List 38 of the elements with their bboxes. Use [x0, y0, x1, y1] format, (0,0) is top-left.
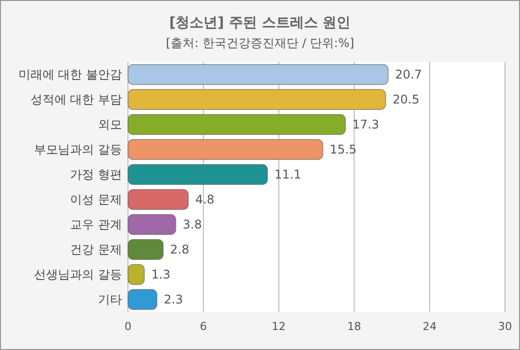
x-tick-label: 6 — [200, 320, 207, 333]
bar — [128, 64, 389, 85]
y-tick-label: 미래에 대한 불안감 — [18, 68, 122, 82]
y-tick-label: 교우 관계 — [70, 218, 122, 232]
y-tick-label: 건강 문제 — [70, 242, 122, 256]
y-tick-label: 외모 — [98, 118, 122, 132]
data-label: 2.8 — [170, 242, 190, 256]
bar — [128, 164, 268, 185]
data-label: 11.1 — [274, 168, 302, 182]
x-tick-label: 24 — [422, 320, 437, 333]
bar — [128, 89, 386, 110]
data-label: 15.5 — [330, 142, 356, 156]
chart-subtitle: [출처: 한국건강증진재단 / 단위:%] — [166, 36, 354, 50]
x-tick-label: 12 — [272, 320, 286, 333]
data-label: 20.5 — [392, 92, 420, 106]
data-label: 1.3 — [151, 268, 170, 282]
y-tick-label: 성적에 대한 부담 — [30, 92, 122, 106]
data-label: 20.7 — [395, 68, 422, 82]
y-tick-label: 기타 — [98, 292, 122, 306]
x-tick-label: 18 — [347, 320, 362, 333]
bar — [128, 114, 346, 135]
y-tick-label: 가정 형편 — [70, 168, 122, 182]
x-tick-label: 30 — [498, 320, 512, 333]
bar — [128, 264, 145, 285]
y-tick-label: 부모님과의 갈등 — [34, 142, 122, 156]
data-label: 17.3 — [352, 118, 380, 132]
bar — [128, 139, 324, 160]
y-tick-label: 선생님과의 갈등 — [34, 268, 122, 282]
x-tick-label: 0 — [124, 320, 132, 333]
chart-title: [청소년] 주된 스트레스 원인 — [169, 15, 351, 31]
bar — [128, 289, 158, 310]
bar — [128, 239, 164, 260]
data-label: 2.3 — [164, 292, 183, 306]
data-label: 3.8 — [182, 218, 202, 232]
y-tick-label: 이성 문제 — [70, 192, 122, 206]
bar — [128, 214, 176, 235]
data-label: 4.8 — [195, 192, 214, 206]
bar — [128, 189, 189, 210]
